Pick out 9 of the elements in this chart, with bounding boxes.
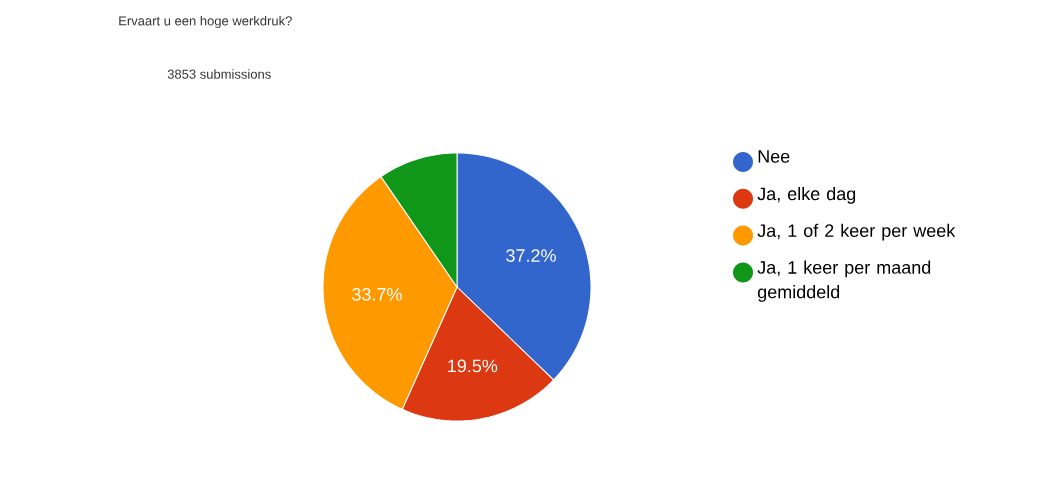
legend-label: Nee [758,150,790,163]
chart-subtitle: 3853 submissions [167,69,271,79]
text: Ervaart u een hoge werkdruk? [119,15,292,29]
data-label: 37.2% [506,249,556,262]
data-label: 19.5% [448,359,498,373]
legend-label: Ja, 1 keer per maand gemiddeld [757,260,931,302]
data-label: 33.7% [352,287,402,301]
legend-label: Ja, 1 of 2 keer per week [757,223,956,241]
legend-label: Ja, elke dag [757,186,856,204]
